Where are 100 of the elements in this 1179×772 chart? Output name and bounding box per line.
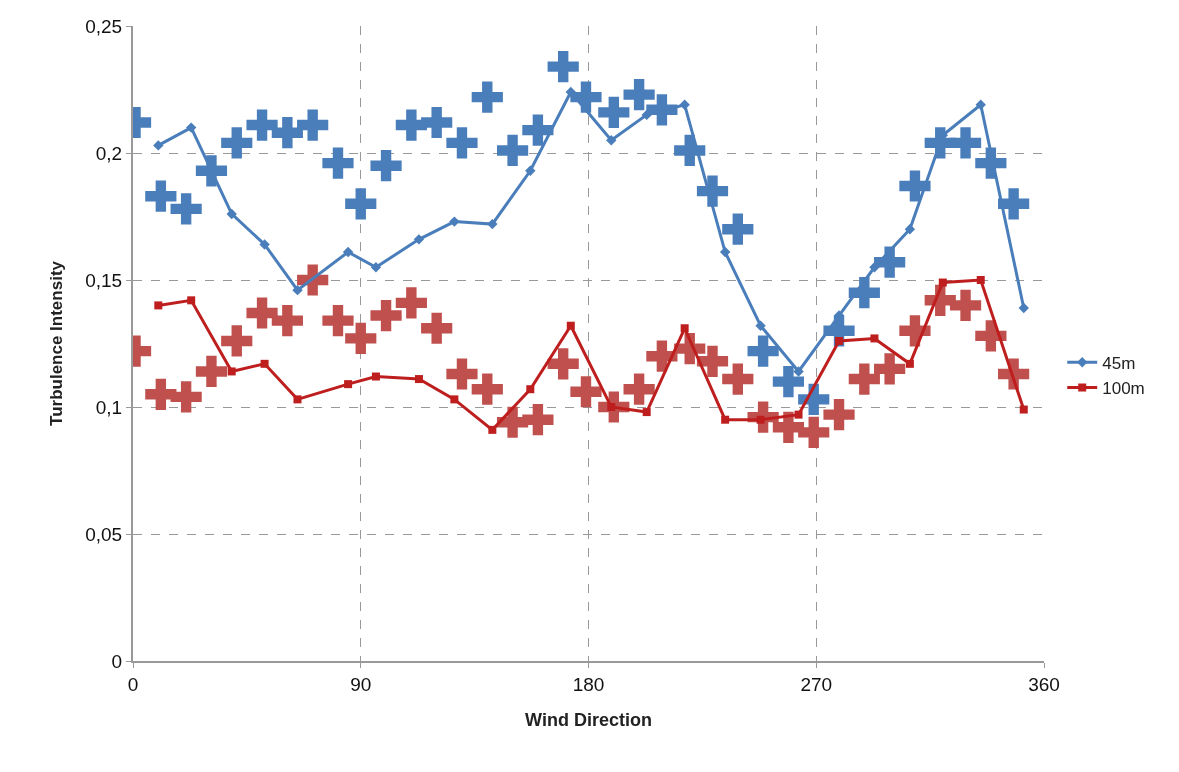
point [322,305,354,337]
point [195,355,228,388]
x-tick-label: 0 [127,673,139,695]
point [998,188,1030,220]
point [153,140,164,151]
point [322,147,354,179]
legend-label: 100m [1102,379,1145,399]
point [975,99,986,110]
point [904,224,916,235]
point [696,345,729,377]
point [260,359,269,368]
y-tick-label: 0,15 [85,269,123,291]
point [870,334,879,343]
point [522,114,554,146]
point [297,109,329,141]
point [271,305,303,337]
point [848,363,880,395]
point [221,127,253,159]
point [471,81,503,113]
point [566,321,575,330]
point [170,193,202,225]
point [905,359,914,368]
y-tick-label: 0,2 [95,142,123,164]
point [949,289,982,321]
point [721,415,730,424]
point [565,86,576,98]
point [496,134,529,167]
point [226,208,237,220]
point [525,165,536,176]
x-tick-label: 180 [572,673,605,695]
point [413,234,425,245]
point [450,395,459,404]
point [719,246,731,258]
point [449,216,460,227]
point [344,380,353,389]
point [835,336,844,345]
point [395,109,427,141]
point [446,358,478,390]
point [1018,302,1029,314]
point [246,297,278,329]
point [526,385,535,394]
point [154,301,163,310]
point [679,99,690,110]
x-axis-title: Wind Direction [525,710,652,731]
point [938,278,947,287]
point [370,262,382,273]
y-tick-label: 0,05 [85,523,123,545]
point [949,127,982,159]
point [227,367,236,376]
x-tick-label: 90 [350,673,372,695]
point [722,213,754,245]
y-tick-label: 0 [111,650,123,672]
y-tick-label: 0,25 [85,15,123,37]
point [680,324,689,333]
point [297,264,329,296]
point [547,51,579,83]
point [606,135,617,146]
y-axis-title: Turbulence Intensity [47,260,67,426]
point [869,262,880,273]
point [623,78,655,111]
point [345,188,377,220]
point [187,296,196,305]
point [747,335,779,367]
point [874,353,906,385]
point [793,366,804,377]
point [755,320,766,331]
point [899,170,931,202]
point [772,366,805,398]
legend-label: 45m [1102,353,1136,373]
point [598,96,630,128]
point [292,284,303,296]
point [421,106,453,139]
point [471,373,503,405]
point [794,410,803,419]
point [641,109,652,121]
point [186,122,197,133]
point [271,117,303,149]
point [259,239,270,250]
point [170,381,202,413]
point [522,404,554,436]
x-tick-label: 360 [1028,673,1060,695]
point [1019,405,1028,414]
point [488,425,497,434]
point [421,312,453,344]
point [345,322,377,355]
point [342,246,354,258]
point [976,276,985,284]
point [823,399,855,431]
y-tick-label: 0,1 [95,396,123,418]
point [642,408,651,417]
point [293,395,302,404]
point [145,180,177,212]
point [547,348,579,380]
point [446,127,478,159]
point [798,416,830,448]
point [370,150,402,182]
point [414,375,423,384]
point [623,373,655,405]
point [145,378,177,410]
point [221,325,253,357]
